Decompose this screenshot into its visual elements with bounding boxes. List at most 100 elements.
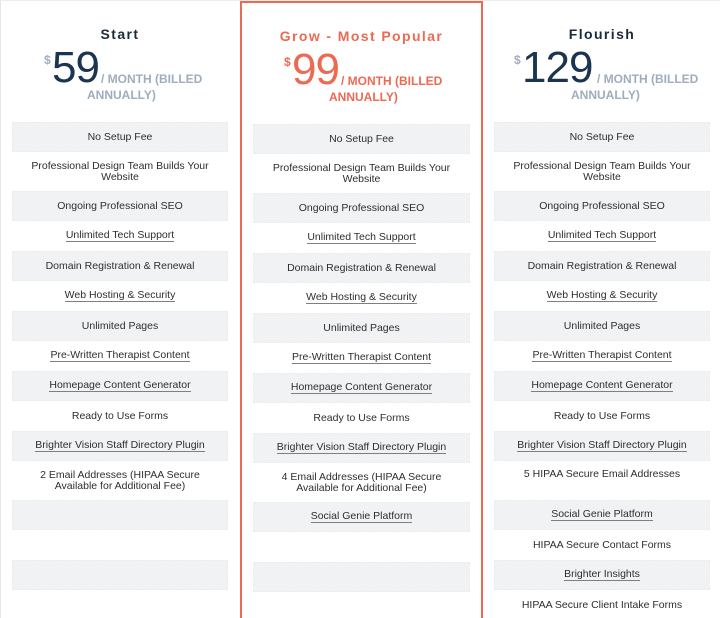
plan-column-start: Start $ 59 / MONTH (BILLED ANNUALLY) No … bbox=[0, 1, 239, 618]
feature-row-empty bbox=[12, 500, 228, 530]
feature-row: Ready to Use Forms bbox=[253, 403, 470, 433]
feature-link[interactable]: Web Hosting & Security bbox=[306, 290, 417, 305]
billing-period-line1: / MONTH (BILLED bbox=[597, 72, 699, 86]
feature-link[interactable]: Unlimited Tech Support bbox=[65, 228, 175, 243]
feature-row-empty bbox=[12, 530, 228, 560]
feature-row: Unlimited Tech Support bbox=[253, 223, 470, 253]
feature-row: Domain Registration & Renewal bbox=[12, 251, 228, 281]
feature-row: Unlimited Pages bbox=[253, 313, 470, 343]
feature-row: No Setup Fee bbox=[12, 122, 228, 152]
plan-column-flourish: Flourish $ 129 / MONTH (BILLED ANNUALLY)… bbox=[484, 1, 720, 618]
feature-row: Unlimited Pages bbox=[494, 311, 710, 341]
feature-label: No Setup Fee bbox=[87, 130, 153, 143]
feature-link[interactable]: Brighter Vision Staff Directory Plugin bbox=[276, 440, 447, 455]
feature-row: Unlimited Pages bbox=[12, 311, 228, 341]
feature-row: Social Genie Platform bbox=[253, 502, 470, 532]
feature-link[interactable]: Web Hosting & Security bbox=[546, 288, 658, 303]
feature-row-empty bbox=[253, 562, 470, 592]
feature-label: Ready to Use Forms bbox=[71, 409, 169, 422]
feature-link[interactable]: Homepage Content Generator bbox=[531, 378, 673, 393]
feature-row-empty bbox=[12, 560, 228, 590]
plan-name: Flourish bbox=[568, 26, 636, 42]
feature-link[interactable]: Brighter Vision Staff Directory Plugin bbox=[517, 438, 687, 453]
feature-row: Ongoing Professional SEO bbox=[494, 191, 710, 221]
feature-row: 2 Email Addresses (HIPAA Secure Availabl… bbox=[12, 461, 228, 500]
feature-list: No Setup Fee Professional Design Team Bu… bbox=[242, 124, 481, 618]
feature-label: Unlimited Pages bbox=[563, 319, 641, 332]
feature-label: Professional Design Team Builds Your Web… bbox=[513, 160, 691, 183]
currency-symbol: $ bbox=[44, 53, 51, 67]
billing-period-line2: ANNUALLY) bbox=[571, 88, 640, 102]
feature-label: 2 Email Addresses (HIPAA Secure Availabl… bbox=[40, 469, 200, 492]
feature-list: No Setup Fee Professional Design Team Bu… bbox=[1, 122, 239, 618]
billing-period-line2: ANNUALLY) bbox=[87, 88, 156, 102]
feature-link[interactable]: Social Genie Platform bbox=[551, 507, 653, 522]
billing-period: / MONTH (BILLED ANNUALLY) bbox=[329, 73, 481, 105]
feature-row: Web Hosting & Security bbox=[12, 281, 228, 311]
feature-label: Ongoing Professional SEO bbox=[57, 199, 183, 212]
plan-name: Start bbox=[100, 26, 140, 42]
feature-row: Brighter Vision Staff Directory Plugin bbox=[253, 433, 470, 463]
feature-row: Brighter Insights bbox=[494, 560, 710, 590]
feature-link[interactable]: Pre-Written Therapist Content bbox=[50, 348, 190, 363]
feature-label: Unlimited Pages bbox=[323, 321, 400, 334]
feature-row-empty bbox=[12, 590, 228, 618]
price: $ 59 / MONTH (BILLED ANNUALLY) bbox=[1, 45, 241, 107]
feature-link[interactable]: Homepage Content Generator bbox=[290, 380, 433, 395]
feature-row: No Setup Fee bbox=[494, 122, 710, 152]
feature-link[interactable]: Brighter Vision Staff Directory Plugin bbox=[35, 438, 205, 453]
feature-row: Homepage Content Generator bbox=[253, 373, 470, 403]
feature-link[interactable]: Unlimited Tech Support bbox=[547, 228, 657, 243]
feature-row: Professional Design Team Builds Your Web… bbox=[12, 152, 228, 191]
feature-row-empty bbox=[253, 592, 470, 618]
feature-row: Pre-Written Therapist Content bbox=[12, 341, 228, 371]
feature-label: Ongoing Professional SEO bbox=[539, 199, 665, 212]
feature-row: Ongoing Professional SEO bbox=[253, 193, 470, 223]
feature-row: HIPAA Secure Contact Forms bbox=[494, 530, 710, 560]
feature-row: Ongoing Professional SEO bbox=[12, 191, 228, 221]
billing-period-line1: / MONTH (BILLED bbox=[341, 74, 443, 88]
feature-label: Domain Registration & Renewal bbox=[45, 259, 195, 272]
feature-row: Web Hosting & Security bbox=[253, 283, 470, 313]
plan-name: Grow - Most Popular bbox=[279, 28, 444, 44]
feature-link[interactable]: Brighter Insights bbox=[564, 567, 640, 582]
plan-header: Start $ 59 / MONTH (BILLED ANNUALLY) bbox=[1, 1, 239, 122]
plan-header: Flourish $ 129 / MONTH (BILLED ANNUALLY) bbox=[484, 1, 720, 122]
feature-row: Homepage Content Generator bbox=[12, 371, 228, 401]
feature-label: 5 HIPAA Secure Email Addresses bbox=[523, 468, 681, 480]
feature-row: Unlimited Tech Support bbox=[12, 221, 228, 251]
price: $ 129 / MONTH (BILLED ANNUALLY) bbox=[484, 45, 720, 107]
feature-row: Homepage Content Generator bbox=[494, 371, 710, 401]
feature-list: No Setup Fee Professional Design Team Bu… bbox=[484, 122, 720, 618]
feature-row: Domain Registration & Renewal bbox=[494, 251, 710, 281]
feature-link[interactable]: Homepage Content Generator bbox=[49, 378, 191, 393]
feature-label: HIPAA Secure Contact Forms bbox=[532, 538, 672, 551]
billing-period: / MONTH (BILLED ANNUALLY) bbox=[87, 71, 241, 103]
feature-row: Unlimited Tech Support bbox=[494, 221, 710, 251]
feature-label: No Setup Fee bbox=[329, 132, 394, 145]
feature-label: 4 Email Addresses (HIPAA Secure Availabl… bbox=[281, 471, 442, 494]
feature-link[interactable]: Social Genie Platform bbox=[310, 509, 413, 524]
feature-link[interactable]: Pre-Written Therapist Content bbox=[291, 350, 432, 365]
price-amount: 99 bbox=[292, 45, 340, 94]
feature-label: Domain Registration & Renewal bbox=[527, 259, 677, 272]
billing-period-line2: ANNUALLY) bbox=[329, 90, 398, 104]
feature-row: No Setup Fee bbox=[253, 124, 470, 154]
feature-row: HIPAA Secure Client Intake Forms bbox=[494, 590, 710, 618]
currency-symbol: $ bbox=[514, 53, 521, 67]
feature-label: Ready to Use Forms bbox=[553, 409, 651, 422]
feature-label: Ready to Use Forms bbox=[313, 411, 410, 424]
feature-row: 4 Email Addresses (HIPAA Secure Availabl… bbox=[253, 463, 470, 502]
plan-header: Grow - Most Popular $ 99 / MONTH (BILLED… bbox=[242, 3, 481, 124]
feature-link[interactable]: Pre-Written Therapist Content bbox=[532, 348, 672, 363]
feature-link[interactable]: Unlimited Tech Support bbox=[307, 230, 416, 245]
plan-column-grow: Grow - Most Popular $ 99 / MONTH (BILLED… bbox=[240, 1, 483, 618]
feature-row: Professional Design Team Builds Your Web… bbox=[253, 154, 470, 193]
feature-row: Brighter Vision Staff Directory Plugin bbox=[494, 431, 710, 461]
feature-label: HIPAA Secure Client Intake Forms bbox=[521, 598, 683, 611]
feature-row: Brighter Vision Staff Directory Plugin bbox=[12, 431, 228, 461]
feature-link[interactable]: Web Hosting & Security bbox=[64, 288, 176, 303]
feature-label: Domain Registration & Renewal bbox=[287, 261, 436, 274]
feature-row: Pre-Written Therapist Content bbox=[253, 343, 470, 373]
